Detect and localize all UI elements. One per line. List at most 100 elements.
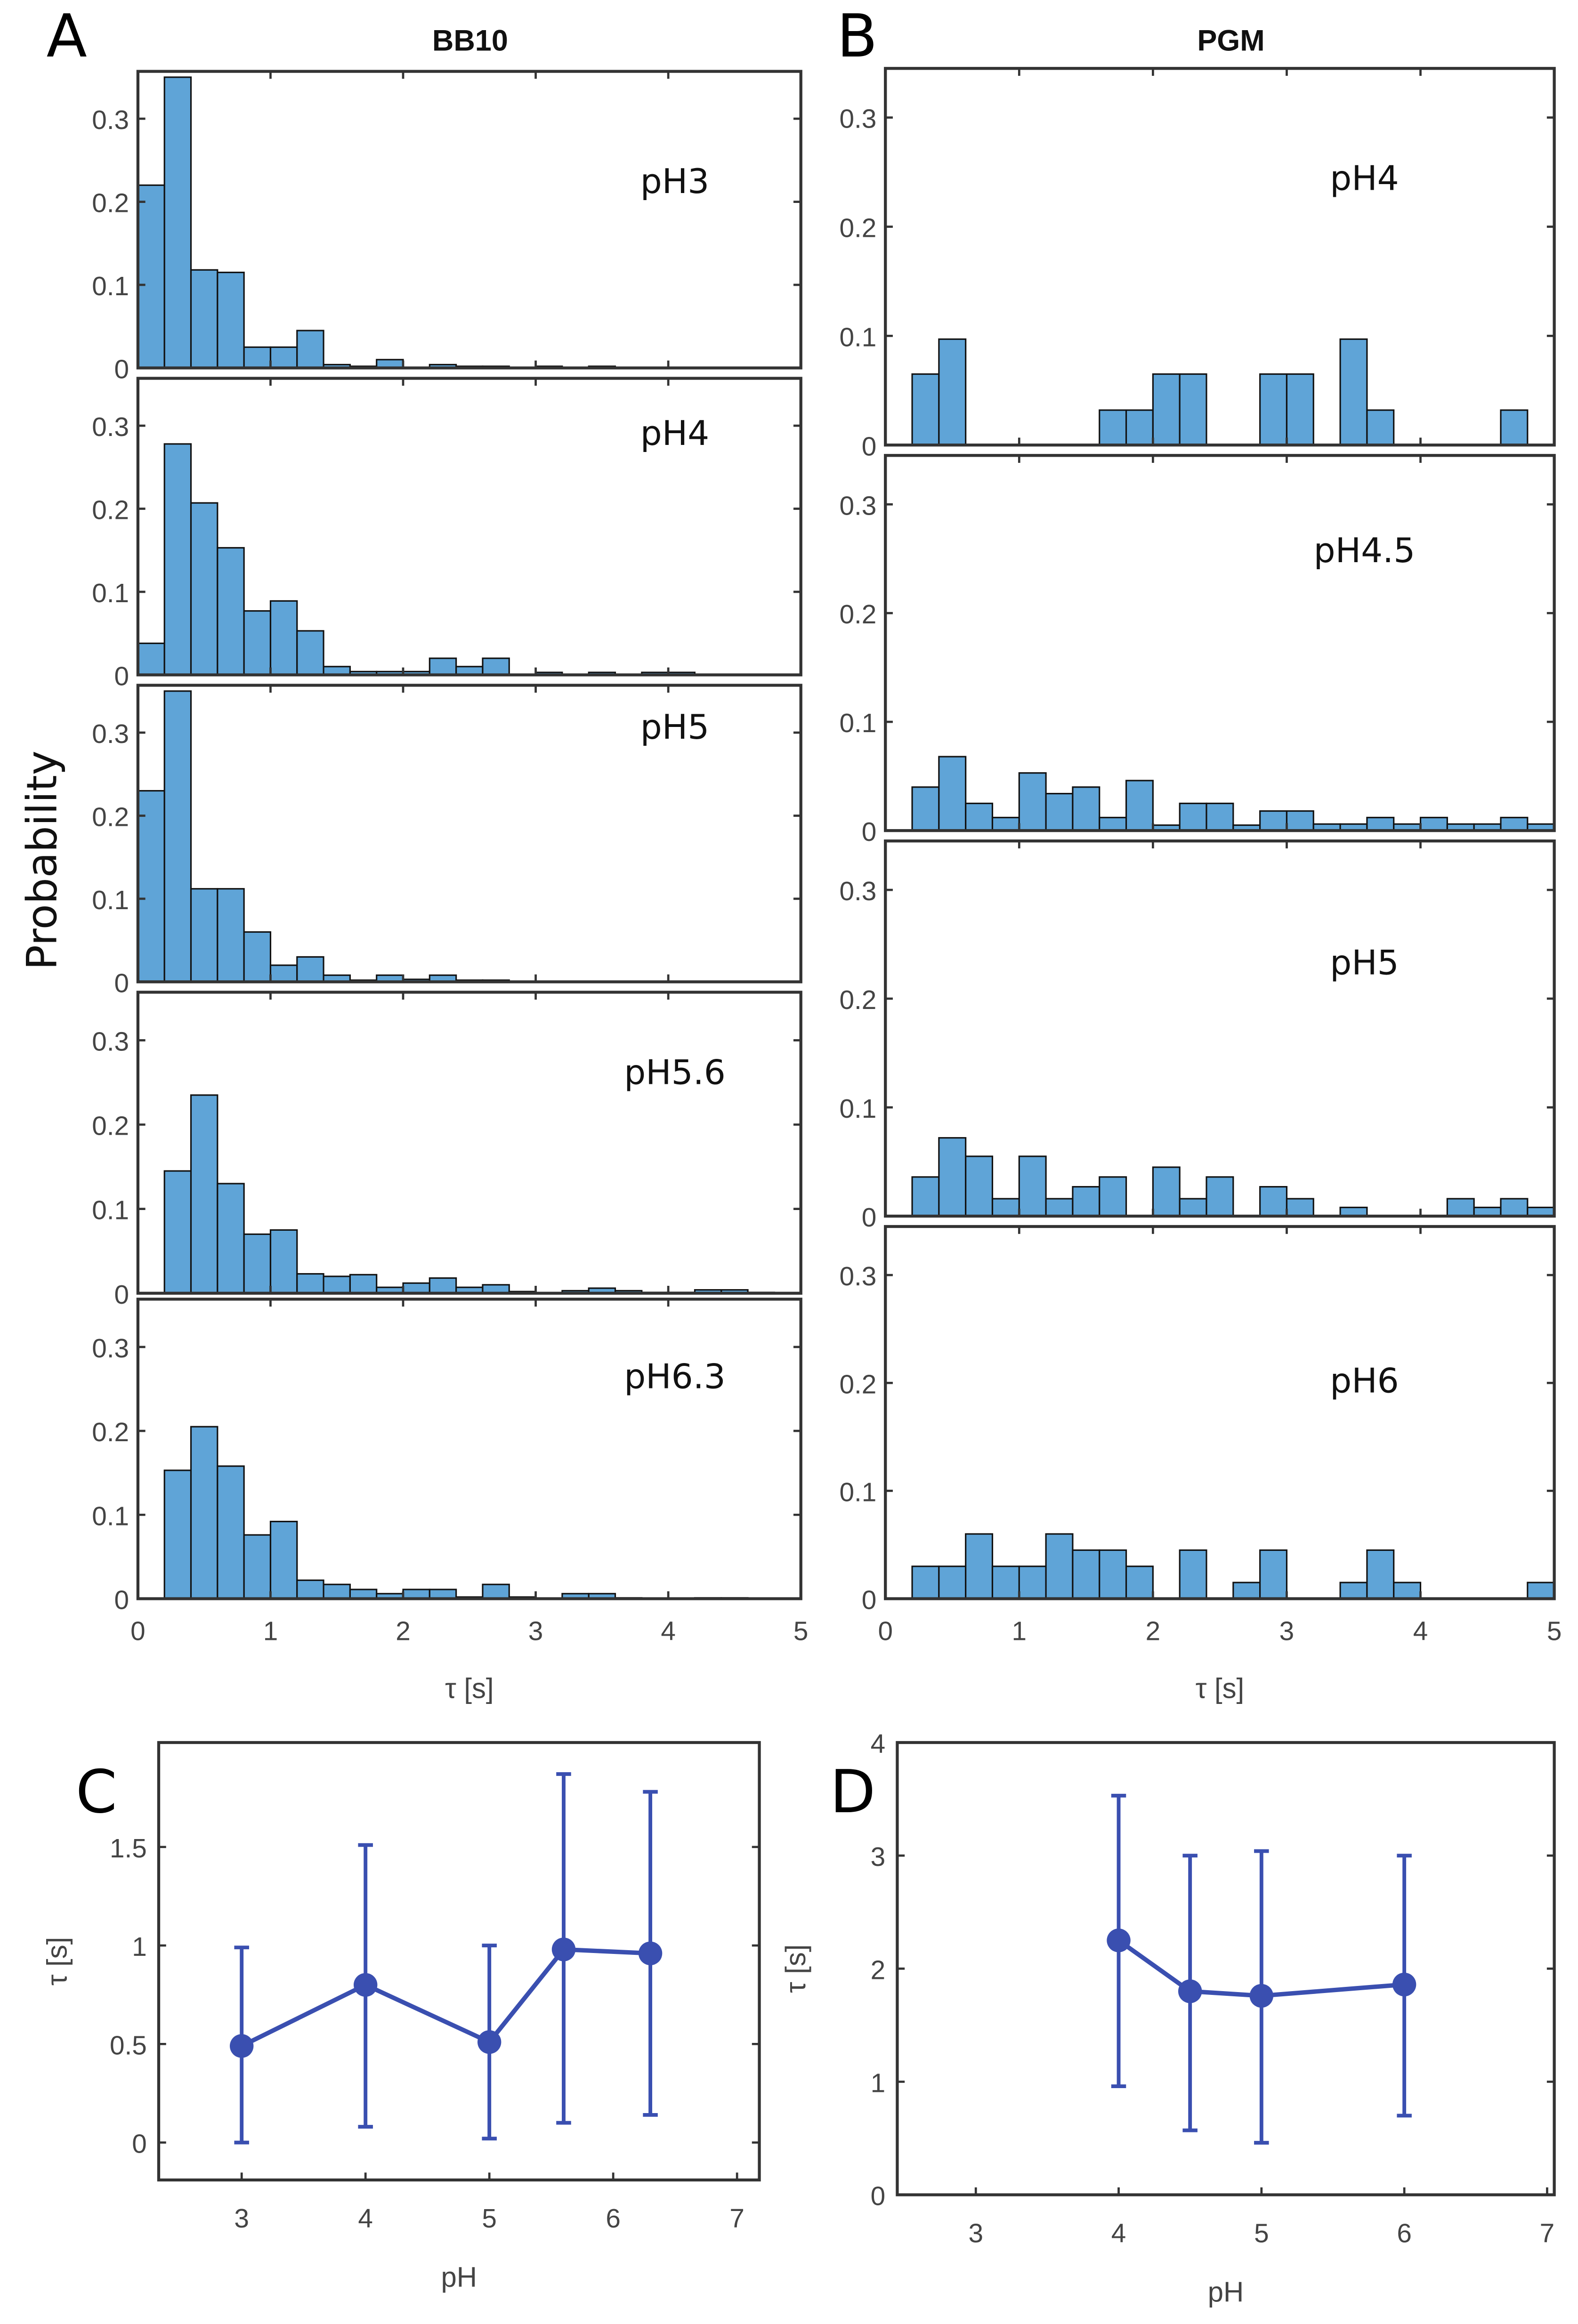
histogram-bar xyxy=(1179,1549,1207,1600)
histogram-bar xyxy=(217,1465,245,1600)
x-tick-label: 6 xyxy=(1397,2219,1412,2248)
x-tick-label: 7 xyxy=(729,2204,744,2234)
y-tick-label: 0.1 xyxy=(92,886,129,915)
y-tick-label: 0 xyxy=(114,1586,129,1615)
y-tick-label: 0 xyxy=(862,1203,877,1233)
histogram-bar xyxy=(190,888,218,983)
x-tick-label: 5 xyxy=(1254,2219,1269,2248)
y-tick-label: 0.1 xyxy=(92,1501,129,1531)
histogram-bar xyxy=(1045,1533,1074,1600)
data-point xyxy=(551,1937,576,1961)
condition-label: pH6.3 xyxy=(624,1357,726,1396)
histogram-bar xyxy=(1099,1176,1127,1217)
x-tick-label: 7 xyxy=(1540,2219,1555,2248)
x-axis-label: pH xyxy=(1208,2276,1244,2308)
histogram-bar xyxy=(1018,772,1047,831)
histogram-bar xyxy=(269,600,298,676)
histogram-bar xyxy=(137,790,165,983)
histogram-bar xyxy=(323,1583,351,1600)
histogram-bar xyxy=(991,1198,1020,1217)
histogram-bar xyxy=(1179,802,1207,831)
x-tick-label: 1 xyxy=(263,1617,278,1646)
histogram-bar xyxy=(482,1583,510,1600)
histogram-bar xyxy=(296,330,324,369)
axes-box xyxy=(136,1298,802,1600)
y-tick-label: 0.3 xyxy=(92,1027,129,1057)
histogram-bar xyxy=(1366,816,1395,831)
histogram-bar xyxy=(429,1277,457,1294)
histogram-bar xyxy=(1286,1198,1314,1217)
axes-box xyxy=(136,684,802,984)
histogram-bar xyxy=(1099,816,1127,831)
x-tick-label: 4 xyxy=(661,1617,676,1646)
histogram-bar xyxy=(1125,1565,1154,1600)
histogram-bar xyxy=(911,1176,940,1217)
histogram-bar xyxy=(1339,1582,1368,1600)
condition-label: pH3 xyxy=(640,162,710,202)
panel-letter-C: C xyxy=(76,1757,117,1826)
y-tick-label: 0 xyxy=(871,2182,886,2211)
panel-letter-A: A xyxy=(47,1,87,71)
histogram-bar xyxy=(1072,1186,1101,1217)
histogram-pH4.5 xyxy=(911,756,1555,831)
histogram-bar xyxy=(938,1137,967,1217)
axes-box xyxy=(884,839,1556,1218)
histogram-bar xyxy=(243,1233,272,1294)
histogram-bar xyxy=(1125,780,1154,831)
y-tick-label: 0.2 xyxy=(92,189,129,218)
histogram-bar xyxy=(1339,338,1368,446)
histogram-bar xyxy=(269,1520,298,1600)
x-tick-label: 2 xyxy=(1146,1617,1161,1646)
y-tick-label: 0 xyxy=(114,968,129,998)
y-tick-label: 1 xyxy=(871,2068,886,2098)
y-tick-label: 0 xyxy=(862,817,877,847)
y-tick-label: 1 xyxy=(132,1932,147,1962)
x-axis-label: pH xyxy=(441,2261,477,2293)
histogram-bar xyxy=(269,346,298,369)
y-tick-label: 3 xyxy=(871,1842,886,1872)
x-tick-label: 2 xyxy=(396,1617,411,1646)
axes-box xyxy=(157,1741,761,2182)
y-tick-label: 0.3 xyxy=(840,1262,877,1291)
data-point xyxy=(638,1941,663,1966)
histogram-bar xyxy=(163,1469,192,1600)
x-tick-label: 5 xyxy=(482,2204,497,2234)
histogram-bar xyxy=(296,956,324,983)
panel-letter-D: D xyxy=(830,1757,875,1826)
histogram-bar xyxy=(429,657,457,676)
histogram-bar xyxy=(1286,810,1314,831)
histogram-bar xyxy=(1152,1166,1181,1217)
y-tick-label: 0 xyxy=(132,2130,147,2159)
x-tick-label: 4 xyxy=(1111,2219,1126,2248)
histogram-bar xyxy=(1072,1549,1101,1600)
panel-letter-B: B xyxy=(837,1,877,71)
histogram-bar xyxy=(1259,810,1288,831)
x-tick-label: 3 xyxy=(528,1617,543,1646)
histogram-bar xyxy=(1206,802,1234,831)
y-axis-label: τ [s] xyxy=(41,1937,73,1985)
y-tick-label: 0.1 xyxy=(840,323,877,352)
column-title: PGM xyxy=(1197,24,1264,57)
y-tick-label: 0.1 xyxy=(92,1196,129,1226)
y-tick-label: 0.1 xyxy=(840,1094,877,1124)
y-tick-label: 0.3 xyxy=(92,1334,129,1364)
histogram-bar xyxy=(911,786,940,831)
column-title: BB10 xyxy=(432,24,508,57)
y-tick-label: 0.2 xyxy=(840,985,877,1015)
x-tick-label: 1 xyxy=(1012,1617,1027,1646)
condition-label: pH4.5 xyxy=(1314,531,1416,571)
axes-box xyxy=(136,991,802,1295)
histogram-bar xyxy=(243,1534,272,1600)
histogram-bar xyxy=(1527,1582,1555,1600)
y-tick-label: 0 xyxy=(114,355,129,385)
data-point xyxy=(1249,1984,1274,2008)
axes-box xyxy=(136,377,802,677)
histogram-bar xyxy=(163,443,192,676)
histogram-bar xyxy=(1072,786,1101,831)
y-tick-label: 0.3 xyxy=(92,719,129,749)
data-point xyxy=(1392,1972,1416,1997)
y-tick-label: 0.2 xyxy=(840,1370,877,1399)
histogram-bar xyxy=(482,657,510,676)
histogram-bar xyxy=(217,888,245,983)
axes-box xyxy=(136,70,802,370)
